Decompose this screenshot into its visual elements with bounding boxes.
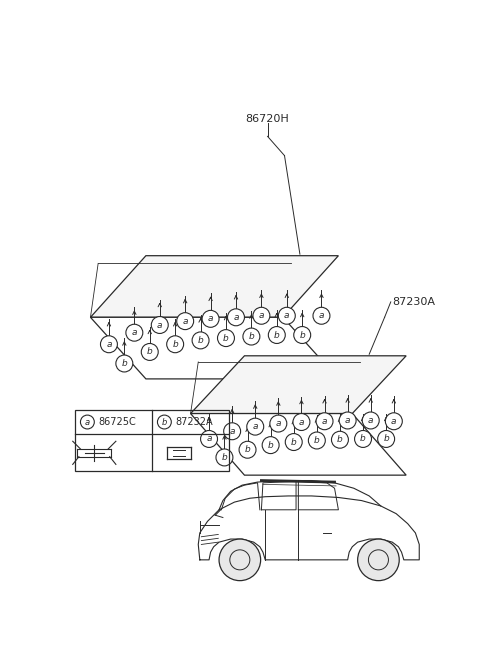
Circle shape bbox=[355, 430, 372, 447]
Circle shape bbox=[358, 539, 399, 580]
Text: b: b bbox=[314, 436, 320, 445]
Text: b: b bbox=[222, 453, 228, 462]
Circle shape bbox=[201, 430, 217, 447]
Text: a: a bbox=[252, 422, 258, 431]
Polygon shape bbox=[191, 356, 406, 413]
Text: 86720H: 86720H bbox=[246, 113, 289, 124]
Text: a: a bbox=[206, 434, 212, 443]
Text: a: a bbox=[319, 311, 324, 320]
Text: a: a bbox=[284, 311, 289, 320]
Circle shape bbox=[116, 355, 133, 372]
Circle shape bbox=[308, 432, 325, 449]
Text: b: b bbox=[198, 336, 204, 345]
Text: a: a bbox=[132, 328, 137, 337]
Text: b: b bbox=[360, 434, 366, 443]
Text: a: a bbox=[157, 320, 163, 329]
Text: a: a bbox=[106, 340, 112, 348]
Circle shape bbox=[278, 307, 295, 324]
Circle shape bbox=[224, 422, 240, 440]
Text: a: a bbox=[85, 417, 90, 426]
Circle shape bbox=[126, 324, 143, 341]
Polygon shape bbox=[191, 413, 406, 475]
Text: b: b bbox=[121, 359, 127, 368]
Circle shape bbox=[253, 307, 270, 324]
Circle shape bbox=[100, 336, 118, 353]
Text: a: a bbox=[299, 417, 304, 426]
Text: b: b bbox=[162, 417, 167, 426]
Circle shape bbox=[151, 316, 168, 333]
Bar bbox=[75, 409, 229, 472]
Text: b: b bbox=[172, 340, 178, 348]
Circle shape bbox=[217, 329, 234, 346]
Polygon shape bbox=[90, 255, 338, 317]
Circle shape bbox=[219, 539, 261, 580]
Text: a: a bbox=[345, 416, 350, 425]
Text: a: a bbox=[208, 314, 213, 324]
Circle shape bbox=[228, 309, 244, 326]
Text: a: a bbox=[322, 417, 327, 426]
Circle shape bbox=[243, 328, 260, 345]
Circle shape bbox=[202, 310, 219, 328]
Text: b: b bbox=[337, 435, 343, 444]
Circle shape bbox=[167, 336, 184, 353]
Text: b: b bbox=[245, 445, 251, 454]
Text: b: b bbox=[383, 434, 389, 443]
Text: b: b bbox=[291, 438, 297, 447]
Text: a: a bbox=[233, 313, 239, 322]
Text: b: b bbox=[147, 347, 153, 356]
Circle shape bbox=[270, 415, 287, 432]
Text: a: a bbox=[182, 316, 188, 326]
Circle shape bbox=[141, 343, 158, 360]
Circle shape bbox=[157, 415, 171, 429]
Text: 87232A: 87232A bbox=[175, 417, 213, 427]
Text: a: a bbox=[229, 427, 235, 436]
Circle shape bbox=[192, 332, 209, 349]
Text: b: b bbox=[223, 333, 229, 343]
Circle shape bbox=[262, 437, 279, 454]
Circle shape bbox=[177, 312, 193, 329]
Circle shape bbox=[332, 431, 348, 448]
Text: b: b bbox=[300, 331, 305, 339]
Circle shape bbox=[268, 327, 285, 343]
Circle shape bbox=[385, 413, 402, 430]
Text: a: a bbox=[276, 419, 281, 428]
Text: b: b bbox=[274, 331, 280, 339]
Text: a: a bbox=[391, 417, 396, 426]
Circle shape bbox=[339, 412, 356, 429]
Text: 87230A: 87230A bbox=[392, 297, 435, 307]
Circle shape bbox=[362, 412, 379, 429]
Text: 86725C: 86725C bbox=[98, 417, 136, 427]
Text: a: a bbox=[368, 416, 373, 425]
Text: a: a bbox=[259, 311, 264, 320]
Circle shape bbox=[378, 430, 395, 447]
Circle shape bbox=[81, 415, 94, 429]
Circle shape bbox=[313, 307, 330, 324]
Circle shape bbox=[216, 449, 233, 466]
Circle shape bbox=[239, 441, 256, 458]
Text: b: b bbox=[249, 332, 254, 341]
Circle shape bbox=[316, 413, 333, 430]
Circle shape bbox=[285, 434, 302, 451]
Circle shape bbox=[247, 418, 264, 435]
Text: b: b bbox=[268, 441, 274, 449]
Circle shape bbox=[294, 327, 311, 343]
Polygon shape bbox=[90, 317, 338, 379]
Circle shape bbox=[293, 413, 310, 430]
